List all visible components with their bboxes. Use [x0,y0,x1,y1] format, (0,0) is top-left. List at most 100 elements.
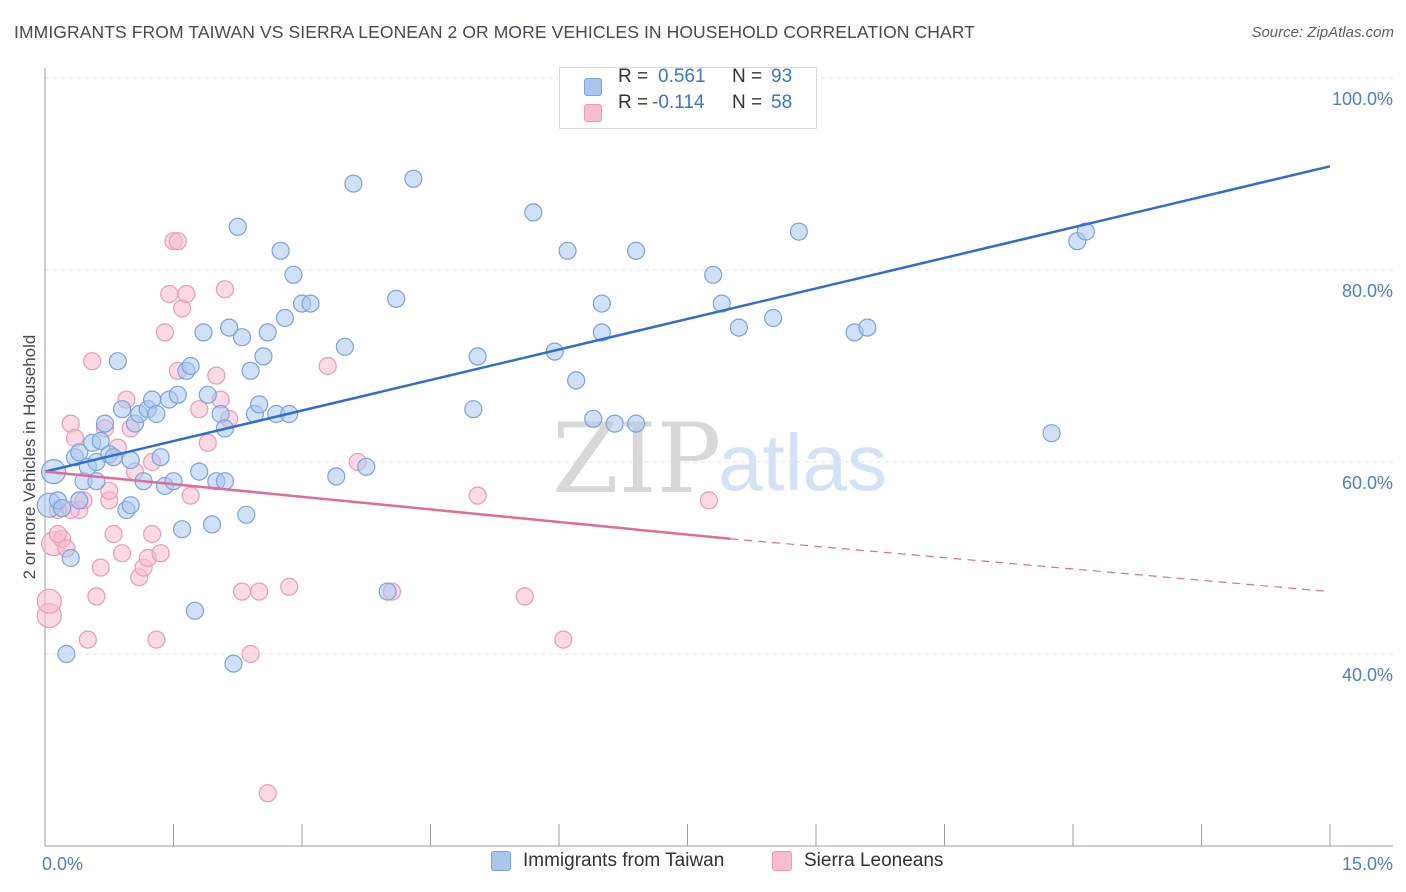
sierra-leonean-point [241,644,260,664]
y-tick-label: 60.0% [1342,473,1393,493]
sierra-leonean-point [190,400,209,419]
trend-line-taiwan [44,165,1331,473]
taiwan-point [344,174,363,193]
taiwan-point [185,601,205,620]
legend-n-label: N = [732,66,763,87]
taiwan-point [194,323,213,342]
taiwan-point [232,328,252,347]
taiwan-points [36,73,1095,673]
taiwan-point [567,371,586,390]
taiwan-point [558,241,577,260]
taiwan-point [198,385,217,404]
legend-n-value: 58 [771,92,793,113]
taiwan-point [258,323,277,342]
taiwan-point [220,318,239,337]
taiwan-point [387,289,406,308]
sierra-leonean-point [198,433,217,452]
taiwan-point [729,318,749,337]
taiwan-point [181,356,200,376]
sierra-leonean-point [91,558,110,577]
taiwan-point [224,654,243,673]
legend-n-value: 93 [771,66,793,87]
taiwan-point [95,414,115,433]
sierra-leonean-point [112,544,132,563]
sierra-leonean-point [151,544,170,563]
taiwan-point [215,472,234,491]
legend-swatch-blue [584,78,602,96]
legend-r-label: R = [618,66,649,87]
taiwan-point [592,323,611,342]
taiwan-point [284,265,303,284]
sierra-leonean-point [155,323,175,342]
taiwan-point [858,318,877,337]
sierra-leonean-point [48,524,67,544]
y-tick-labels: 40.0% 60.0% 80.0% 100.0% [1332,89,1393,685]
taiwan-point [584,409,603,428]
taiwan-point [592,294,611,313]
legend-label-taiwan: Immigrants from Taiwan [523,850,725,871]
legend-r-value: 0.561 [658,66,706,87]
taiwan-point [172,520,192,539]
taiwan-point [250,395,269,414]
y-axis-label: 2 or more Vehicles in Household [20,335,39,580]
taiwan-point [108,352,127,371]
taiwan-point [764,308,783,328]
axes [44,68,1393,847]
taiwan-point [228,217,247,236]
legend-item-sierra: Sierra Leoneans [772,850,943,872]
taiwan-point [190,462,209,481]
taiwan-point [121,496,140,515]
chart-title: IMMIGRANTS FROM TAIWAN VS SIERRA LEONEAN… [14,22,975,42]
taiwan-point [237,505,256,524]
taiwan-point [202,515,222,534]
taiwan-point [271,241,290,260]
taiwan-point [704,265,723,284]
taiwan-point [53,498,72,518]
sierra-leonean-point [100,481,119,500]
sierra-leonean-point [250,582,269,601]
legend-r-value: -0.114 [652,92,705,113]
taiwan-point [464,400,483,419]
sierra-leonean-point [177,284,196,304]
taiwan-point [301,294,320,313]
taiwan-point [112,400,132,419]
taiwan-point [61,548,80,568]
sierra-leonean-point [104,524,123,544]
taiwan-point [626,414,646,433]
taiwan-point [151,448,170,467]
legend-n-label: N = [732,92,763,113]
trend-lines [44,165,1331,593]
taiwan-point [164,472,183,491]
sierra-leonean-point [554,630,573,649]
sierra-leonean-point [168,232,187,251]
sierra-leonean-point [87,587,106,606]
taiwan-point [524,203,543,222]
taiwan-point [335,337,354,356]
taiwan-point [241,361,260,380]
x-tick-label-max: 15.0% [1342,854,1393,874]
taiwan-point [468,347,487,366]
taiwan-point [327,467,346,486]
taiwan-point [57,644,76,664]
taiwan-point [357,457,376,476]
sierra-leonean-point [36,588,62,614]
taiwan-point [378,582,397,601]
taiwan-point [70,491,89,510]
trend-line-sierra-dashed [730,538,1331,593]
sierra-leonean-point [215,280,234,299]
sierra-leonean-point [142,524,162,544]
taiwan-point [605,414,624,433]
taiwan-point [121,450,140,470]
sierra-leonean-point [78,630,97,649]
sierra-leonean-point [207,366,226,385]
sierra-leonean-point [468,486,487,505]
legend-label-sierra: Sierra Leoneans [804,850,944,871]
series-legend: Immigrants from Taiwan Sierra Leoneans [0,850,1406,878]
sierra-leonean-point [83,352,102,371]
taiwan-point [70,443,89,462]
y-tick-label: 100.0% [1332,89,1393,109]
taiwan-point [91,431,110,450]
stats-legend: R = 0.561 N = 93 R = -0.114 N = 58 [559,66,817,129]
sierra-leonean-point [280,577,299,596]
taiwan-point [275,308,294,328]
